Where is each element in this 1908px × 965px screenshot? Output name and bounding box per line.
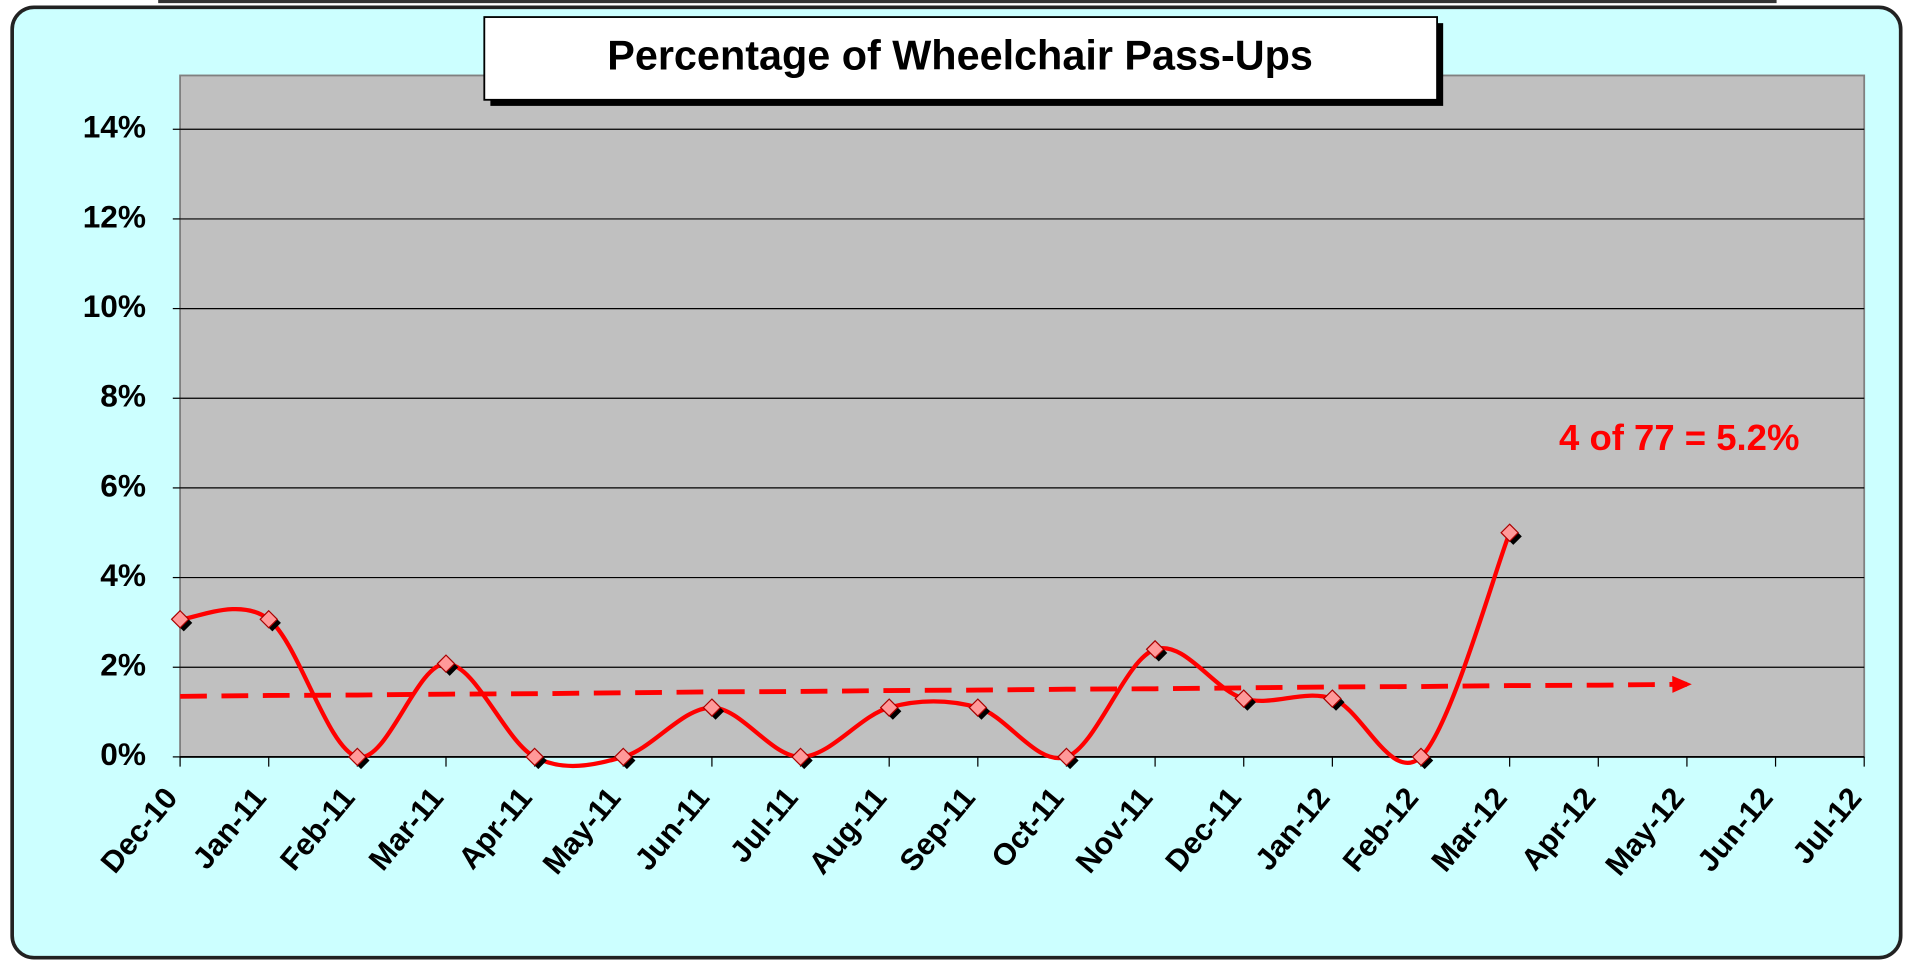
marker [170,609,190,629]
marker [525,747,545,767]
y-tick-label: 2% [100,647,146,683]
marker [1500,523,1520,543]
trendline-arrow [1672,675,1692,693]
y-tick-label: 0% [100,736,146,772]
chart-title: Percentage of Wheelchair Pass-Ups [607,32,1313,78]
title-box [483,16,1438,101]
marker [347,747,367,767]
marker [791,747,810,767]
y-tick-label: 4% [100,557,146,593]
marker [1411,747,1431,767]
marker [1322,689,1342,708]
marker [613,747,633,767]
y-tick-label: 8% [100,378,146,414]
y-tick-label: 14% [83,109,146,145]
marker [1234,689,1254,708]
marker [968,698,988,717]
marker [1145,639,1165,659]
marker [259,609,279,629]
y-tick-label: 12% [83,198,146,234]
y-tick-label: 10% [83,288,146,324]
y-tick-label: 6% [100,467,146,503]
marker [879,698,899,717]
annotation: 4 of 77 = 5.2% [1559,417,1799,458]
trendline [180,681,1687,699]
marker [702,698,722,717]
marker [436,654,456,674]
marker [1057,747,1076,767]
